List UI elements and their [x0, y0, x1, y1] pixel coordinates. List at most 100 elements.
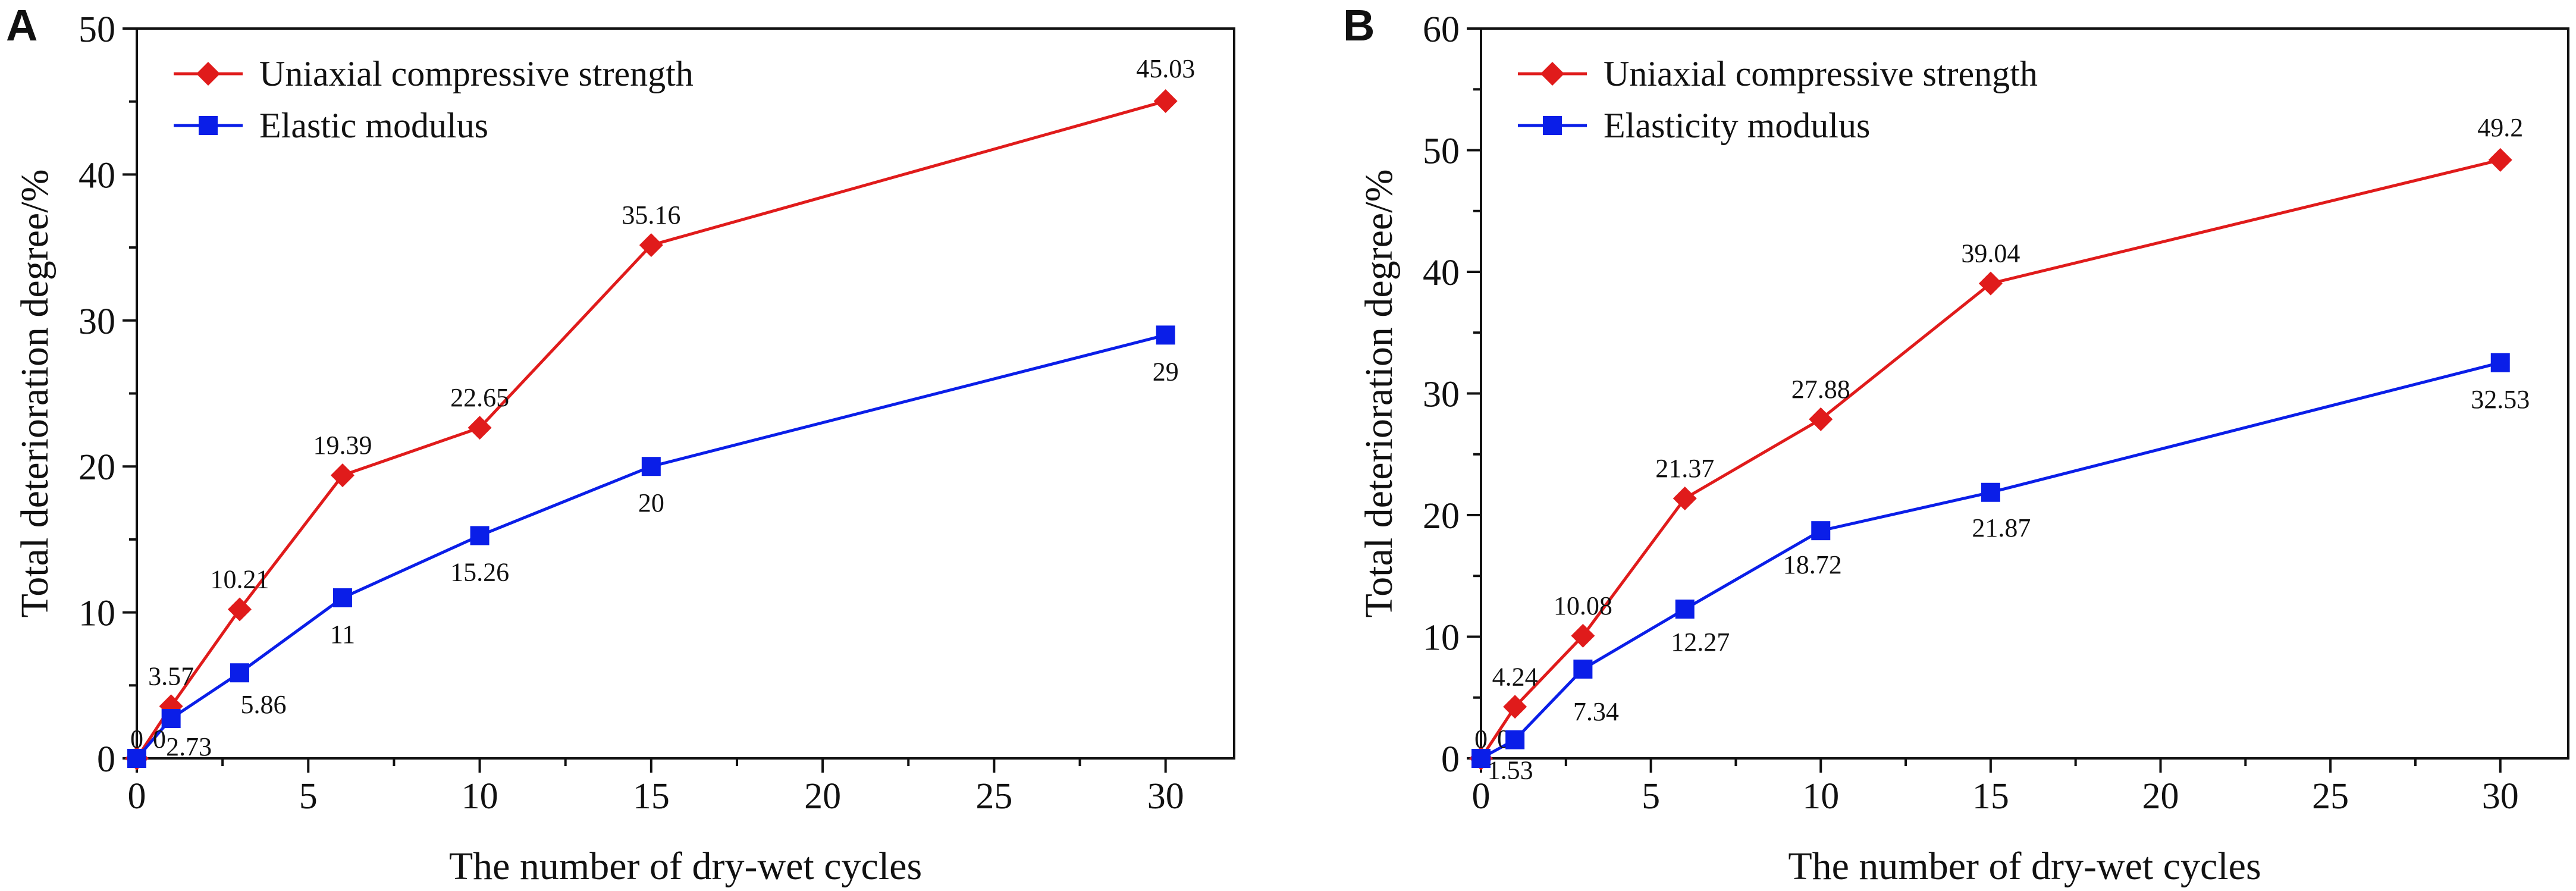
data-label: 49.2 [2477, 113, 2523, 142]
data-point [1471, 749, 1491, 768]
data-label: 27.88 [1791, 375, 1850, 404]
data-label: 32.53 [2471, 385, 2530, 414]
series-line [135, 99, 1166, 760]
x-tick-label: 15 [633, 776, 670, 817]
data-label: 10.21 [210, 564, 269, 594]
y-tick-label: 0 [1441, 739, 1460, 780]
legend-entry-label: Uniaxial compressive strength [1604, 54, 2038, 93]
data-label: 29 [1153, 357, 1179, 386]
data-label: 12.27 [1671, 628, 1730, 657]
data-point [1571, 623, 1595, 648]
data-label: 4.24 [1492, 662, 1538, 691]
x-tick-label: 10 [1802, 776, 1839, 817]
y-tick-label: 40 [1423, 253, 1460, 293]
data-label: 21.37 [1655, 454, 1714, 483]
data-label: 0 [130, 724, 143, 754]
data-label: 15.26 [450, 558, 509, 587]
data-label: 35.16 [622, 200, 680, 230]
data-point [470, 526, 490, 545]
data-point [161, 709, 181, 729]
data-label: 21.87 [1972, 513, 2031, 542]
x-axis-label: The number of dry-wet cycles [1788, 845, 2261, 888]
data-point [2488, 148, 2512, 172]
data-point [127, 749, 146, 768]
data-label: 3.57 [148, 661, 194, 691]
data-point [332, 588, 352, 608]
legend-marker [1543, 116, 1562, 135]
legend-entry-label: Elasticity modulus [1604, 106, 1870, 145]
x-tick-label: 25 [975, 776, 1012, 817]
data-point [227, 597, 252, 622]
data-point [639, 233, 663, 258]
data-point [641, 457, 661, 476]
y-tick-label: 20 [1423, 496, 1460, 537]
x-tick-label: 0 [1472, 776, 1491, 817]
y-tick-label: 50 [79, 10, 115, 50]
chart-panel-a: A 0 5 10 15 20 25 30 0 10 20 30 40 50 The number of dr… [6, 1, 1235, 888]
legend-marker [196, 62, 220, 86]
data-point [1978, 271, 2003, 296]
data-point [1675, 600, 1695, 619]
y-tick-label: 0 [97, 739, 115, 780]
series-modulus: 01.53 7.34 12.27 18.72 21.87 32.53 [1471, 353, 2530, 785]
panel-label: B [1343, 1, 1375, 50]
data-point [1809, 407, 1833, 431]
panel-label: A [6, 1, 37, 50]
data-label: 7.34 [1573, 697, 1619, 726]
y-axis-label: Total deterioration degree/% [13, 169, 57, 617]
x-tick-label: 15 [1972, 776, 2009, 817]
legend-marker [199, 116, 218, 135]
data-label: 22.65 [450, 383, 509, 412]
series-strength: 0 4.24 10.08 21.37 27.88 39.04 49.2 [1469, 113, 2523, 770]
data-label: 2.73 [166, 732, 212, 761]
series-line [1480, 361, 2501, 760]
x-tick-label: 20 [2142, 776, 2179, 817]
x-tick-label: 10 [462, 776, 498, 817]
data-point [1981, 482, 2000, 502]
data-point [1503, 695, 1527, 719]
data-label: 18.72 [1783, 550, 1842, 579]
data-point [1573, 659, 1593, 679]
x-tick-label: 5 [1642, 776, 1660, 817]
data-point [1156, 325, 1175, 345]
data-label: 0 [1474, 724, 1488, 754]
legend: Uniaxial compressive strength Elasticity … [1518, 54, 2038, 145]
data-label: 1.53 [1488, 756, 1533, 785]
data-point [1505, 730, 1525, 749]
data-label: 5.86 [240, 690, 286, 719]
legend-entry-label: Uniaxial compressive strength [259, 54, 694, 93]
series-modulus: 0 2.73 5.86 11 15.26 20 29 [127, 325, 1179, 768]
series-strength: 0 3.57 10.21 19.39 22.65 35.16 45.03 [125, 54, 1195, 770]
y-tick-label: 10 [79, 594, 115, 634]
y-tick-label: 60 [1423, 10, 1460, 50]
data-point [1153, 89, 1178, 113]
data-point [1673, 486, 1697, 510]
data-label: 20 [638, 488, 664, 517]
series-line [136, 333, 1166, 760]
data-label: 39.04 [1961, 239, 2020, 268]
data-point [2490, 353, 2510, 372]
y-tick-label: 30 [79, 302, 115, 342]
x-tick-label: 5 [299, 776, 318, 817]
x-tick-label: 20 [804, 776, 841, 817]
y-tick-label: 20 [79, 447, 115, 488]
data-label: 19.39 [313, 431, 372, 460]
x-tick-label: 0 [128, 776, 146, 817]
data-label: 45.03 [1136, 54, 1195, 83]
x-tick-label: 30 [1147, 776, 1184, 817]
y-tick-label: 50 [1423, 131, 1460, 172]
data-point [1811, 521, 1831, 541]
data-point [230, 663, 249, 683]
y-tick-label: 10 [1423, 618, 1460, 658]
y-axis-label: Total deterioration degree/% [1357, 169, 1401, 617]
data-label: 10.08 [1554, 591, 1612, 620]
x-tick-label: 25 [2312, 776, 2349, 817]
legend-marker [1540, 62, 1564, 86]
legend: Uniaxial compressive strength Elastic mod… [174, 54, 694, 145]
data-point [467, 416, 492, 440]
y-tick-label: 30 [1423, 375, 1460, 415]
x-tick-label: 30 [2482, 776, 2519, 817]
chart-panel-b: B 0 5 10 15 20 25 30 0 10 20 30 40 50 60 The number of … [1343, 1, 2569, 888]
data-label: 11 [330, 620, 355, 649]
